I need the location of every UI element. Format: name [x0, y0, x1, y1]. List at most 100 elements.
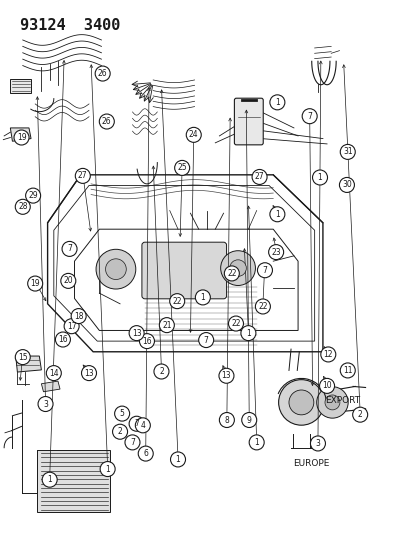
Circle shape	[170, 452, 185, 467]
Circle shape	[241, 413, 256, 427]
Circle shape	[224, 266, 239, 281]
Circle shape	[229, 260, 246, 277]
Text: 27: 27	[78, 172, 88, 180]
Circle shape	[240, 326, 255, 341]
Text: 13: 13	[131, 329, 141, 337]
Circle shape	[219, 413, 234, 427]
Text: 1: 1	[274, 98, 279, 107]
Text: 9: 9	[246, 416, 251, 424]
Text: 5: 5	[119, 409, 124, 418]
Circle shape	[301, 109, 316, 124]
Text: 7: 7	[262, 266, 267, 274]
Text: 23: 23	[271, 248, 280, 256]
Circle shape	[320, 347, 335, 362]
Text: 29: 29	[28, 191, 38, 200]
Text: 7: 7	[306, 112, 311, 120]
Circle shape	[114, 406, 129, 421]
Circle shape	[15, 199, 30, 214]
Text: 3: 3	[43, 400, 48, 408]
Text: 30: 30	[341, 181, 351, 189]
Circle shape	[159, 318, 174, 333]
Circle shape	[268, 245, 283, 260]
Circle shape	[269, 207, 284, 222]
Text: 7: 7	[130, 438, 135, 447]
Text: 22: 22	[258, 302, 267, 311]
Circle shape	[129, 416, 144, 431]
Text: 13: 13	[84, 369, 94, 377]
Text: 2: 2	[357, 410, 362, 419]
Circle shape	[61, 273, 76, 288]
Text: 26: 26	[97, 69, 107, 78]
Text: 8: 8	[224, 416, 229, 424]
Polygon shape	[16, 356, 41, 372]
FancyBboxPatch shape	[234, 98, 263, 145]
Text: 31: 31	[342, 148, 352, 156]
Circle shape	[99, 114, 114, 129]
Text: 26: 26	[102, 117, 112, 126]
Circle shape	[169, 294, 184, 309]
Circle shape	[269, 95, 284, 110]
Circle shape	[339, 177, 354, 192]
Text: 22: 22	[231, 319, 240, 328]
Text: 6: 6	[143, 449, 148, 458]
FancyBboxPatch shape	[142, 242, 226, 299]
Circle shape	[319, 378, 334, 393]
Text: 7: 7	[134, 419, 139, 428]
Circle shape	[26, 188, 40, 203]
Circle shape	[198, 333, 213, 348]
Circle shape	[252, 169, 266, 184]
Circle shape	[186, 127, 201, 142]
Circle shape	[55, 332, 70, 347]
Text: 16: 16	[142, 337, 152, 345]
Text: 24: 24	[188, 131, 198, 139]
Circle shape	[129, 326, 144, 341]
Circle shape	[255, 299, 270, 314]
Text: 1: 1	[245, 329, 250, 337]
Text: 7: 7	[203, 336, 208, 344]
Circle shape	[228, 316, 243, 331]
Text: EXPORT: EXPORT	[325, 397, 360, 405]
Text: 18: 18	[74, 312, 83, 320]
Circle shape	[174, 160, 189, 175]
Text: 1: 1	[254, 438, 259, 447]
Circle shape	[249, 435, 263, 450]
Polygon shape	[10, 79, 31, 93]
Circle shape	[324, 395, 339, 410]
Text: 16: 16	[58, 335, 68, 344]
Text: 3: 3	[315, 439, 320, 448]
Text: 19: 19	[30, 279, 40, 288]
Circle shape	[352, 407, 367, 422]
Circle shape	[62, 241, 77, 256]
Circle shape	[42, 472, 57, 487]
Circle shape	[135, 418, 150, 433]
Text: 22: 22	[227, 269, 236, 278]
Circle shape	[38, 397, 53, 411]
Circle shape	[81, 366, 96, 381]
Text: 1: 1	[47, 475, 52, 484]
Circle shape	[288, 390, 313, 415]
Polygon shape	[37, 450, 109, 512]
Text: 20: 20	[63, 277, 73, 285]
Circle shape	[310, 436, 325, 451]
Text: 12: 12	[323, 350, 332, 359]
Text: 11: 11	[342, 366, 351, 375]
Text: 25: 25	[177, 164, 187, 172]
Text: 13: 13	[221, 372, 231, 380]
Text: 28: 28	[18, 203, 27, 211]
Text: 17: 17	[66, 322, 76, 330]
Circle shape	[75, 168, 90, 183]
Circle shape	[71, 309, 86, 324]
Circle shape	[138, 446, 153, 461]
Text: 2: 2	[159, 367, 164, 376]
Circle shape	[195, 290, 210, 305]
Circle shape	[218, 368, 233, 383]
Circle shape	[139, 334, 154, 349]
Text: 27: 27	[254, 173, 264, 181]
Text: 4: 4	[140, 421, 145, 430]
Text: 22: 22	[172, 297, 181, 305]
Polygon shape	[41, 381, 60, 392]
Circle shape	[15, 350, 30, 365]
Text: EUROPE: EUROPE	[292, 459, 329, 468]
Circle shape	[46, 366, 61, 381]
Circle shape	[105, 259, 126, 279]
